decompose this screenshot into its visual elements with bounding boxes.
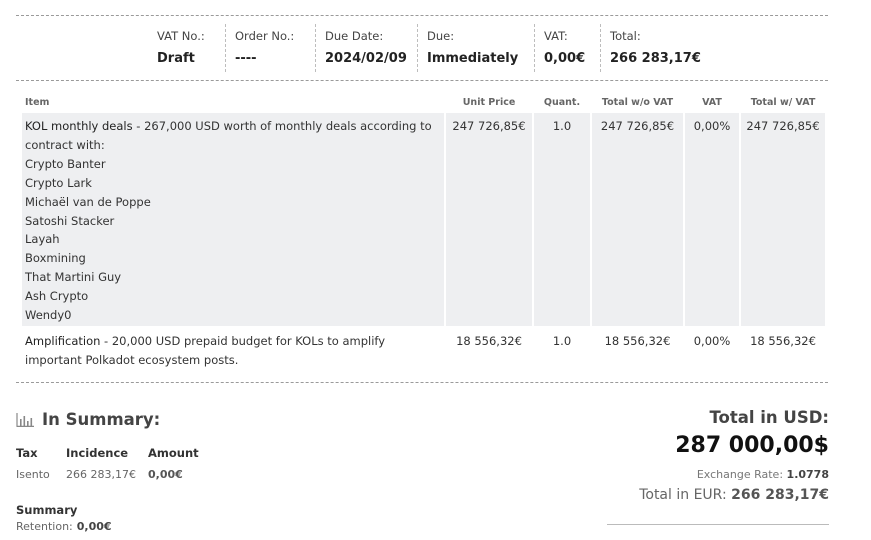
summary-heading: In Summary: bbox=[16, 410, 160, 429]
total-eur-value: 266 283,17€ bbox=[731, 487, 829, 503]
bar-chart-icon bbox=[16, 412, 34, 427]
summary-section-title: Summary bbox=[16, 503, 78, 517]
retention-value: 0,00€ bbox=[76, 520, 112, 533]
vat-no-value: Draft bbox=[157, 51, 195, 66]
col-item: Item bbox=[25, 96, 50, 108]
exchange-rate-value: 1.0778 bbox=[786, 468, 829, 481]
col-unit-price: Unit Price bbox=[462, 96, 516, 108]
retention-line: Retention: 0,00€ bbox=[16, 520, 112, 533]
exchange-rate-label: Exchange Rate: bbox=[696, 468, 784, 481]
amount-header: Amount bbox=[148, 446, 199, 460]
total-cell: Total: 266 283,17€ bbox=[601, 24, 711, 72]
kol-name: Crypto Lark bbox=[25, 175, 92, 190]
total-eur: Total in EUR: 266 283,17€ bbox=[529, 487, 829, 503]
info-divider bbox=[16, 80, 828, 81]
due-cell: Due: Immediately bbox=[418, 24, 535, 72]
tax-table: Tax Incidence Amount Isento 266 283,17€ … bbox=[16, 446, 218, 481]
table-row: KOL monthly deals - 267,000 USD worth of… bbox=[22, 113, 825, 326]
total-usd-value: 287 000,00$ bbox=[675, 433, 829, 458]
item-title: KOL monthly deals bbox=[25, 119, 133, 133]
exchange-rate: Exchange Rate: 1.0778 bbox=[529, 468, 829, 481]
retention-label: Retention: bbox=[16, 520, 73, 533]
due-label: Due: bbox=[427, 29, 455, 43]
vat-cell: VAT: 0,00€ bbox=[535, 24, 601, 72]
tax-value: Isento bbox=[16, 468, 50, 481]
col-quantity: Quant. bbox=[543, 96, 581, 108]
kol-name: Crypto Banter bbox=[25, 156, 106, 171]
col-total-w-vat: Total w/ VAT bbox=[750, 96, 816, 108]
kol-name: Michaël van de Poppe bbox=[25, 194, 151, 209]
kol-name: Satoshi Stacker bbox=[25, 213, 115, 228]
item-description: Amplification - 20,000 USD prepaid budge… bbox=[22, 326, 444, 370]
quantity-cell: 1.0 bbox=[534, 113, 590, 326]
amount-value: 0,00€ bbox=[148, 468, 183, 481]
kol-name: Ash Crypto bbox=[25, 289, 89, 304]
summary-title: In Summary: bbox=[42, 410, 161, 429]
due-value: Immediately bbox=[427, 51, 519, 66]
total-label: Total: bbox=[610, 29, 641, 43]
item-desc-text: - 267,000 USD worth of monthly deals acc… bbox=[25, 119, 432, 152]
quantity-cell: 1.0 bbox=[552, 333, 572, 348]
item-description: KOL monthly deals - 267,000 USD worth of… bbox=[22, 113, 444, 326]
kol-name: Boxmining bbox=[25, 251, 86, 266]
total-usd-label: Total in USD: bbox=[709, 408, 829, 427]
order-no-cell: Order No.: ---- bbox=[226, 24, 316, 72]
vat-no-cell: VAT No.: Draft bbox=[148, 24, 226, 72]
table-bottom-divider bbox=[16, 382, 828, 383]
total-wo-vat-cell: 18 556,32€ bbox=[604, 333, 671, 348]
total-w-vat-cell: 18 556,32€ bbox=[750, 333, 816, 348]
vat-no-label: VAT No.: bbox=[157, 29, 205, 43]
items-table: Item Unit Price Quant. Total w/o VAT VAT… bbox=[20, 91, 827, 370]
order-no-value: ---- bbox=[235, 51, 257, 66]
col-vat: VAT bbox=[702, 96, 722, 108]
retention-summary: Summary Retention: 0,00€ bbox=[16, 503, 112, 533]
top-divider bbox=[16, 15, 828, 16]
vat-rate-cell: 0,00% bbox=[685, 113, 739, 326]
total-w-vat-cell: 247 726,85€ bbox=[741, 113, 825, 326]
due-date-value: 2024/02/09 bbox=[325, 51, 407, 66]
kol-name: That Martini Guy bbox=[25, 270, 122, 285]
due-date-label: Due Date: bbox=[325, 29, 384, 43]
unit-price-cell: 247 726,85€ bbox=[446, 113, 532, 326]
col-total-wo-vat: Total w/o VAT bbox=[601, 96, 674, 108]
vat-rate-cell: 0,00% bbox=[693, 333, 731, 348]
kol-name: Layah bbox=[25, 232, 60, 247]
incidence-value: 266 283,17€ bbox=[66, 468, 136, 481]
tax-header: Tax bbox=[16, 446, 38, 460]
totals-panel: Total in USD: 287 000,00$ Exchange Rate:… bbox=[529, 408, 829, 525]
vat-label: VAT: bbox=[544, 29, 568, 43]
items-header-row: Item Unit Price Quant. Total w/o VAT VAT… bbox=[22, 91, 825, 113]
table-row: Amplification - 20,000 USD prepaid budge… bbox=[22, 326, 825, 370]
order-no-label: Order No.: bbox=[235, 29, 295, 43]
tax-header-row: Tax Incidence Amount bbox=[16, 446, 218, 460]
totals-underline bbox=[607, 524, 829, 525]
total-eur-label: Total in EUR: bbox=[639, 487, 727, 503]
total-value: 266 283,17€ bbox=[610, 51, 701, 66]
kol-name: Wendy0 bbox=[25, 308, 72, 323]
due-date-cell: Due Date: 2024/02/09 bbox=[316, 24, 418, 72]
item-title: Amplification bbox=[25, 333, 101, 348]
invoice-info-bar: VAT No.: Draft Order No.: ---- Due Date:… bbox=[148, 24, 711, 74]
total-wo-vat-cell: 247 726,85€ bbox=[592, 113, 683, 326]
item-desc-text: - 20,000 USD prepaid budget for KOLs to … bbox=[25, 333, 386, 367]
tax-row: Isento 266 283,17€ 0,00€ bbox=[16, 460, 218, 481]
vat-value: 0,00€ bbox=[544, 51, 586, 66]
incidence-header: Incidence bbox=[66, 446, 129, 460]
unit-price-cell: 18 556,32€ bbox=[456, 333, 522, 348]
